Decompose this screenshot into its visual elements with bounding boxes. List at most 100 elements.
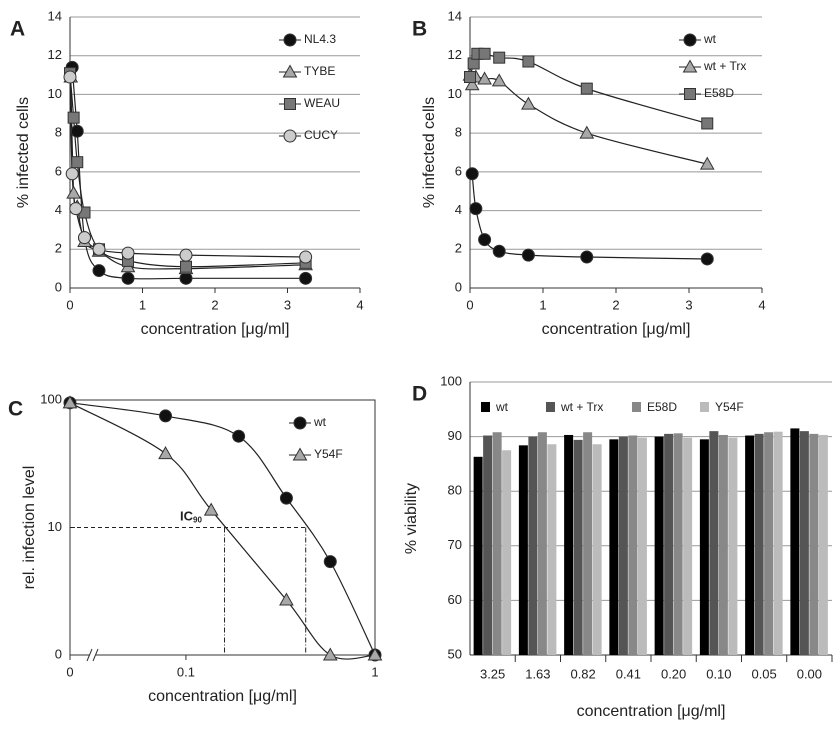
legend-label: wt + Trx bbox=[703, 59, 746, 73]
x-tick-label: 0.82 bbox=[570, 666, 595, 681]
legend-label: CUCY bbox=[304, 128, 338, 142]
x-tick-label: 0 bbox=[66, 664, 73, 679]
bar bbox=[664, 433, 674, 655]
marker bbox=[70, 124, 84, 138]
marker bbox=[491, 73, 507, 87]
marker bbox=[62, 395, 78, 409]
marker bbox=[180, 260, 192, 273]
marker bbox=[279, 592, 294, 606]
x-tick-label: 2 bbox=[612, 297, 619, 312]
bar bbox=[564, 434, 574, 655]
series-line bbox=[69, 402, 376, 660]
marker bbox=[580, 250, 594, 264]
marker bbox=[492, 244, 506, 258]
bar bbox=[654, 436, 664, 655]
marker bbox=[579, 125, 595, 139]
legend-marker bbox=[283, 129, 297, 143]
x-tick-label: 3 bbox=[284, 297, 291, 312]
marker bbox=[521, 96, 536, 110]
panel-letter: B bbox=[412, 18, 427, 41]
series-line bbox=[70, 76, 306, 270]
y-tick-label: 70 bbox=[448, 537, 462, 552]
bar bbox=[483, 435, 493, 655]
legend-swatch bbox=[700, 402, 709, 412]
bar bbox=[492, 432, 502, 655]
marker bbox=[69, 202, 83, 216]
x-tick-label: 0.41 bbox=[616, 666, 641, 681]
x-axis-label: concentration [μg/ml] bbox=[141, 321, 290, 338]
marker bbox=[469, 202, 483, 216]
marker bbox=[158, 446, 173, 460]
bar bbox=[618, 436, 628, 655]
bar bbox=[818, 434, 828, 655]
series-line bbox=[71, 67, 306, 280]
y-tick-label: 90 bbox=[448, 428, 462, 443]
bar bbox=[637, 437, 647, 655]
bar bbox=[754, 433, 764, 655]
axis-break bbox=[86, 648, 99, 662]
x-tick-label: 3 bbox=[685, 297, 692, 312]
annotation-subscript: 90 bbox=[193, 516, 202, 525]
bar bbox=[592, 444, 602, 655]
marker bbox=[521, 248, 535, 262]
bar bbox=[773, 431, 783, 655]
x-tick-label: 0.1 bbox=[177, 664, 195, 679]
panel-letter: C bbox=[8, 398, 23, 421]
annotation: IC90 bbox=[180, 509, 202, 525]
bar bbox=[728, 437, 738, 655]
marker bbox=[322, 647, 338, 661]
marker bbox=[203, 502, 219, 516]
legend-swatch bbox=[481, 402, 490, 412]
y-tick-label: 100 bbox=[440, 373, 462, 388]
legend-label: Y54F bbox=[715, 400, 744, 414]
bar bbox=[528, 436, 538, 655]
y-tick-label: 10 bbox=[48, 519, 62, 534]
y-tick-label: 4 bbox=[455, 202, 462, 217]
y-tick-label: 0 bbox=[55, 279, 62, 294]
y-tick-label: 10 bbox=[48, 86, 62, 101]
x-tick-label: 1.63 bbox=[525, 666, 550, 681]
marker bbox=[63, 70, 77, 84]
y-axis-label: % infected cells bbox=[421, 97, 438, 208]
series-line bbox=[69, 73, 306, 268]
y-tick-label: 2 bbox=[55, 241, 62, 256]
marker bbox=[71, 156, 84, 169]
bar bbox=[790, 428, 800, 655]
bar bbox=[502, 450, 512, 655]
bar bbox=[628, 435, 638, 655]
x-tick-label: 3.25 bbox=[480, 666, 505, 681]
y-tick-label: 6 bbox=[55, 163, 62, 178]
bar bbox=[547, 444, 557, 655]
legend-label: wt bbox=[495, 400, 509, 414]
marker bbox=[699, 156, 715, 170]
marker bbox=[179, 248, 193, 262]
bar bbox=[764, 432, 774, 655]
y-tick-label: 0 bbox=[455, 279, 462, 294]
x-tick-label: 0.00 bbox=[797, 666, 822, 681]
marker bbox=[66, 185, 81, 199]
panel-letter: D bbox=[412, 383, 427, 406]
y-tick-label: 100 bbox=[40, 391, 62, 406]
legend-label: E58D bbox=[704, 86, 734, 100]
annotation-text: IC bbox=[180, 509, 194, 524]
bar bbox=[518, 445, 528, 655]
legend-marker bbox=[284, 98, 296, 110]
marker bbox=[279, 491, 293, 505]
legend-label: Y54F bbox=[314, 447, 343, 461]
marker bbox=[121, 246, 135, 260]
legend-marker bbox=[682, 59, 698, 73]
bar bbox=[745, 435, 755, 655]
legend-marker bbox=[293, 416, 307, 430]
series-line bbox=[69, 402, 376, 656]
marker bbox=[478, 233, 492, 247]
bar bbox=[537, 432, 547, 655]
y-tick-label: 8 bbox=[55, 125, 62, 140]
bar bbox=[709, 431, 719, 655]
x-tick-label: 4 bbox=[356, 297, 363, 312]
x-tick-label: 1 bbox=[539, 297, 546, 312]
legend-label: WEAU bbox=[304, 96, 340, 110]
legend-label: wt + Trx bbox=[560, 400, 603, 414]
marker bbox=[465, 167, 479, 181]
legend-label: TYBE bbox=[304, 64, 335, 78]
x-tick-label: 2 bbox=[211, 297, 218, 312]
